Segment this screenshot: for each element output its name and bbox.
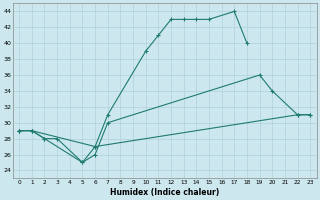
X-axis label: Humidex (Indice chaleur): Humidex (Indice chaleur) [110,188,219,197]
